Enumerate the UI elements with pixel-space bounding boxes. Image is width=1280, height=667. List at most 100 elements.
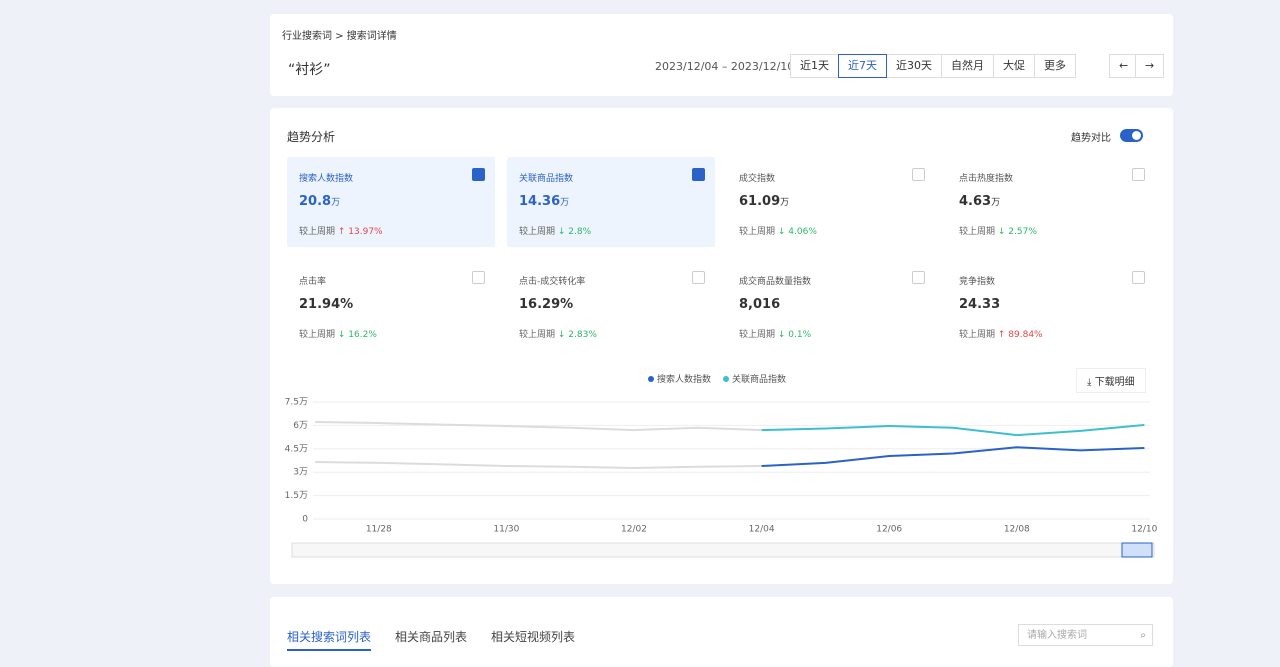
change-value: 0.1% bbox=[788, 330, 812, 340]
y-tick-label: 3万 bbox=[293, 468, 308, 478]
legend: 搜索人数指数 关联商品指数 bbox=[648, 372, 786, 385]
change: ↑ 13.97% bbox=[335, 227, 383, 237]
metric-name: 点击热度指数 bbox=[959, 174, 1014, 184]
metric-card[interactable]: 成交商品数量指数 8,016 较上周期 ↓ 0.1% bbox=[727, 260, 935, 350]
metric-unit: 万 bbox=[331, 198, 341, 208]
metric-compare: 较上周期 ↑ 13.97% bbox=[299, 224, 383, 237]
legend-label: 关联商品指数 bbox=[732, 375, 787, 385]
list-card: 相关搜索词列表 相关商品列表 相关短视频列表 请输入搜索词 ⌕ bbox=[270, 597, 1173, 667]
change: ↓ 0.1% bbox=[775, 330, 812, 340]
metric-number: 14.36 bbox=[519, 194, 561, 209]
metric-value: 20.8万 bbox=[299, 194, 340, 209]
change: ↓ 2.57% bbox=[995, 227, 1037, 237]
period-button[interactable]: 近1天 bbox=[790, 54, 839, 78]
metric-compare: 较上周期 ↑ 89.84% bbox=[959, 327, 1043, 340]
metric-name: 竞争指数 bbox=[959, 277, 996, 287]
date-end: 2023/12/10 bbox=[730, 60, 795, 73]
change-value: 2.8% bbox=[568, 227, 592, 237]
metric-card[interactable]: 竞争指数 24.33 较上周期 ↑ 89.84% bbox=[947, 260, 1155, 350]
metric-compare: 较上周期 ↓ 2.83% bbox=[519, 327, 597, 340]
metric-unit: 万 bbox=[780, 198, 790, 208]
metric-name: 关联商品指数 bbox=[519, 174, 574, 184]
period-button[interactable]: 更多 bbox=[1034, 54, 1076, 78]
y-tick-label: 7.5万 bbox=[285, 398, 308, 408]
metric-card[interactable]: 关联商品指数 14.36万较上周期 ↓ 2.8% bbox=[507, 157, 715, 247]
metric-card[interactable]: 成交指数 61.09万 较上周期 ↓ 4.06% bbox=[727, 157, 935, 247]
tab[interactable]: 相关短视频列表 bbox=[491, 630, 576, 644]
checkbox[interactable] bbox=[912, 271, 925, 284]
x-tick-label: 11/30 bbox=[493, 525, 519, 535]
metric-number: 4.63 bbox=[959, 194, 992, 209]
compare-label: 较上周期 bbox=[739, 227, 776, 237]
metric-value: 21.94% bbox=[299, 297, 353, 312]
metric-number: 8,016 bbox=[739, 297, 781, 312]
y-tick-label: 4.5万 bbox=[285, 444, 308, 454]
keyword: “衬衫” bbox=[288, 62, 331, 78]
metric-value: 4.63万 bbox=[959, 194, 1000, 209]
metric-value: 14.36万 bbox=[519, 194, 569, 209]
metric-number: 16.29% bbox=[519, 297, 574, 312]
compare-label: 较上周期 bbox=[959, 330, 996, 340]
series-line bbox=[314, 461, 762, 469]
y-tick-label: 0 bbox=[302, 515, 308, 525]
metric-name: 成交商品数量指数 bbox=[739, 277, 812, 287]
search-input[interactable]: 请输入搜索词 ⌕ bbox=[1018, 624, 1153, 646]
tab[interactable]: 相关商品列表 bbox=[395, 630, 468, 644]
y-tick-label: 1.5万 bbox=[285, 491, 308, 501]
metric-card[interactable]: 搜索人数指数 20.8万 较上周期 ↑ 13.97% bbox=[287, 157, 495, 247]
breadcrumb-link[interactable]: 行业搜索词 bbox=[282, 31, 332, 42]
metric-card[interactable]: 点击热度指数 4.63万 较上周期 ↓ 2.57% bbox=[947, 157, 1155, 247]
legend-label: 搜索人数指数 bbox=[657, 375, 712, 385]
search-placeholder: 请输入搜索词 bbox=[1027, 630, 1087, 641]
checkbox[interactable] bbox=[692, 168, 705, 181]
change: ↓ 2.83% bbox=[555, 330, 597, 340]
range-slider[interactable] bbox=[291, 542, 1155, 558]
period-button[interactable]: 自然月 bbox=[941, 54, 994, 78]
x-tick-label: 12/02 bbox=[621, 525, 647, 535]
date-start: 2023/12/04 bbox=[655, 60, 719, 73]
legend-item: 关联商品指数 bbox=[723, 372, 786, 385]
download-button[interactable]: ⤓ 下载明细 bbox=[1076, 368, 1146, 393]
metric-card[interactable]: 点击率 21.94% 较上周期 ↓ 16.2% bbox=[287, 260, 495, 350]
series-line bbox=[761, 423, 1145, 437]
tab[interactable]: 相关搜索词列表 bbox=[287, 628, 372, 651]
legend-item: 搜索人数指数 bbox=[648, 372, 711, 385]
period-button[interactable]: 近7天 bbox=[838, 54, 887, 78]
metric-unit: 万 bbox=[560, 198, 570, 208]
metric-name: 成交指数 bbox=[739, 174, 776, 184]
compare-toggle[interactable] bbox=[1120, 129, 1143, 142]
metric-name: 点击率 bbox=[299, 277, 327, 287]
prev-button[interactable]: ← bbox=[1109, 54, 1139, 78]
date-range: 2023/12/04 – 2023/12/10 bbox=[655, 60, 794, 73]
change-value: 16.2% bbox=[348, 330, 377, 340]
checkbox[interactable] bbox=[472, 168, 485, 181]
checkbox[interactable] bbox=[692, 271, 705, 284]
trend-card: 趋势分析 趋势对比 搜索人数指数 20.8万 较上周期 ↑ 13.97% 关联商品指数… bbox=[270, 108, 1173, 584]
checkbox[interactable] bbox=[1132, 168, 1145, 181]
checkbox[interactable] bbox=[912, 168, 925, 181]
x-tick-label: 12/04 bbox=[749, 525, 775, 535]
compare-label: 较上周期 bbox=[739, 330, 776, 340]
metric-value: 8,016 bbox=[739, 297, 780, 312]
section-title: 趋势分析 bbox=[287, 130, 336, 144]
compare-label: 较上周期 bbox=[519, 330, 556, 340]
checkbox[interactable] bbox=[472, 271, 485, 284]
compare-label: 较上周期 bbox=[299, 227, 336, 237]
range-selection[interactable] bbox=[1121, 542, 1153, 558]
change: ↑ 89.84% bbox=[995, 330, 1043, 340]
series-line bbox=[314, 420, 762, 432]
change-value: 2.57% bbox=[1008, 227, 1037, 237]
checkbox[interactable] bbox=[1132, 271, 1145, 284]
period-button[interactable]: 近30天 bbox=[886, 54, 942, 78]
x-tick-label: 12/08 bbox=[1004, 525, 1030, 535]
next-button[interactable]: → bbox=[1135, 54, 1165, 78]
metric-compare: 较上周期 ↓ 2.8% bbox=[519, 224, 591, 237]
metric-number: 24.33 bbox=[959, 297, 1001, 312]
x-tick-label: 12/10 bbox=[1131, 525, 1157, 535]
metric-card[interactable]: 点击-成交转化率 16.29% 较上周期 ↓ 2.83% bbox=[507, 260, 715, 350]
breadcrumb: 行业搜索词 > 搜索词详情 bbox=[282, 31, 397, 42]
toggle-knob bbox=[1132, 131, 1141, 140]
period-button[interactable]: 大促 bbox=[993, 54, 1035, 78]
change-value: 4.06% bbox=[788, 227, 817, 237]
x-tick-label: 11/28 bbox=[366, 525, 392, 535]
